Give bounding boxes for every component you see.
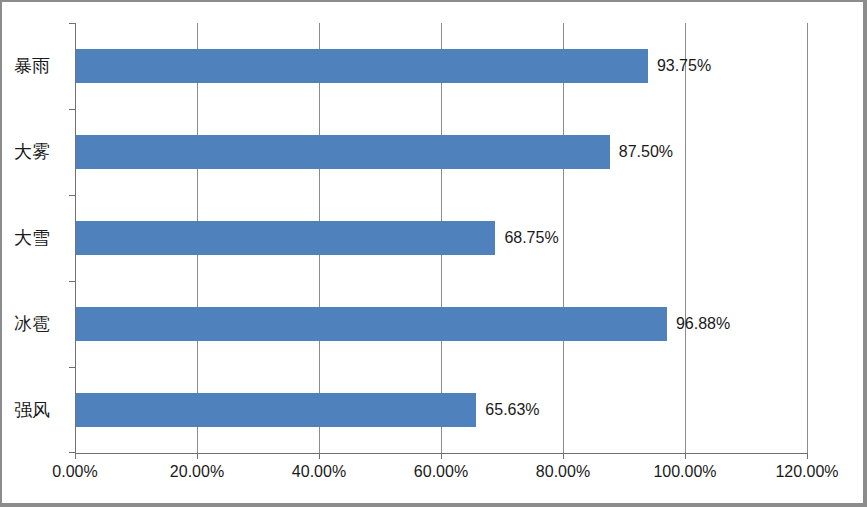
bar <box>76 307 667 341</box>
category-label: 暴雨 <box>2 23 68 109</box>
y-axis-tick <box>69 109 76 110</box>
bar-value-label: 96.88% <box>676 307 730 341</box>
x-axis-tick <box>685 453 686 459</box>
x-axis-tick-label: 80.00% <box>536 463 590 481</box>
x-axis-tick-label: 40.00% <box>292 463 346 481</box>
bar <box>76 393 476 427</box>
category-label: 大雪 <box>2 195 68 281</box>
x-axis-tick <box>197 453 198 459</box>
bar-value-label: 87.50% <box>619 135 673 169</box>
chart-frame: 93.75% 87.50% 68.75% 96.88% 65.63% 暴雨大雾大雪冰雹强… <box>0 0 867 507</box>
y-axis-tick <box>69 367 76 368</box>
bar <box>76 49 648 83</box>
y-axis-tick <box>69 452 76 453</box>
x-axis-tick <box>807 453 808 459</box>
x-axis-tick <box>319 453 320 459</box>
horizontal-bar-chart: 93.75% 87.50% 68.75% 96.88% 65.63% 暴雨大雾大雪冰雹强… <box>2 2 863 503</box>
x-axis-tick <box>441 453 442 459</box>
plot-area: 93.75% 87.50% 68.75% 96.88% 65.63% <box>75 23 808 454</box>
bar <box>76 221 495 255</box>
bar <box>76 135 610 169</box>
bar-value-label: 65.63% <box>485 393 539 427</box>
x-axis-tick-label: 0.00% <box>52 463 97 481</box>
y-axis-tick <box>69 195 76 196</box>
bar-value-label: 93.75% <box>657 49 711 83</box>
category-label: 强风 <box>2 367 68 453</box>
gridline <box>563 23 564 453</box>
y-axis-tick <box>69 23 76 24</box>
x-axis-tick-label: 100.00% <box>653 463 716 481</box>
x-axis-tick <box>563 453 564 459</box>
x-axis-tick-label: 120.00% <box>775 463 838 481</box>
x-axis-tick-label: 20.00% <box>170 463 224 481</box>
x-axis-tick <box>75 453 76 459</box>
category-label: 大雾 <box>2 109 68 195</box>
category-label: 冰雹 <box>2 281 68 367</box>
y-axis-tick <box>69 281 76 282</box>
x-axis-tick-label: 60.00% <box>414 463 468 481</box>
bar-value-label: 68.75% <box>504 221 558 255</box>
gridline <box>807 23 808 453</box>
gridline <box>685 23 686 453</box>
